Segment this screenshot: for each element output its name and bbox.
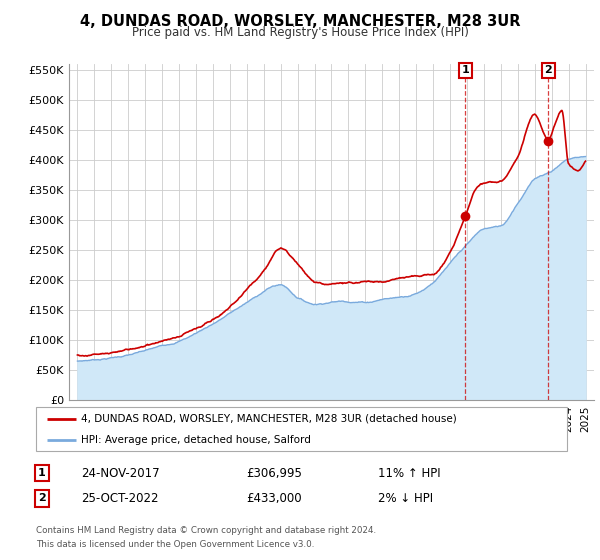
Text: Contains HM Land Registry data © Crown copyright and database right 2024.: Contains HM Land Registry data © Crown c…	[36, 526, 376, 535]
Text: 25-OCT-2022: 25-OCT-2022	[81, 492, 158, 505]
Text: 4, DUNDAS ROAD, WORSLEY, MANCHESTER, M28 3UR: 4, DUNDAS ROAD, WORSLEY, MANCHESTER, M28…	[80, 14, 520, 29]
Text: 2% ↓ HPI: 2% ↓ HPI	[378, 492, 433, 505]
Text: 4, DUNDAS ROAD, WORSLEY, MANCHESTER, M28 3UR (detached house): 4, DUNDAS ROAD, WORSLEY, MANCHESTER, M28…	[81, 414, 457, 424]
Text: This data is licensed under the Open Government Licence v3.0.: This data is licensed under the Open Gov…	[36, 540, 314, 549]
Text: 1: 1	[38, 468, 46, 478]
Text: 2: 2	[38, 493, 46, 503]
Text: £306,995: £306,995	[246, 466, 302, 480]
Text: 11% ↑ HPI: 11% ↑ HPI	[378, 466, 440, 480]
Text: Price paid vs. HM Land Registry's House Price Index (HPI): Price paid vs. HM Land Registry's House …	[131, 26, 469, 39]
Text: £433,000: £433,000	[246, 492, 302, 505]
Text: 24-NOV-2017: 24-NOV-2017	[81, 466, 160, 480]
Text: 2: 2	[545, 66, 553, 76]
Text: 1: 1	[461, 66, 469, 76]
Text: HPI: Average price, detached house, Salford: HPI: Average price, detached house, Salf…	[81, 435, 311, 445]
FancyBboxPatch shape	[36, 407, 567, 451]
